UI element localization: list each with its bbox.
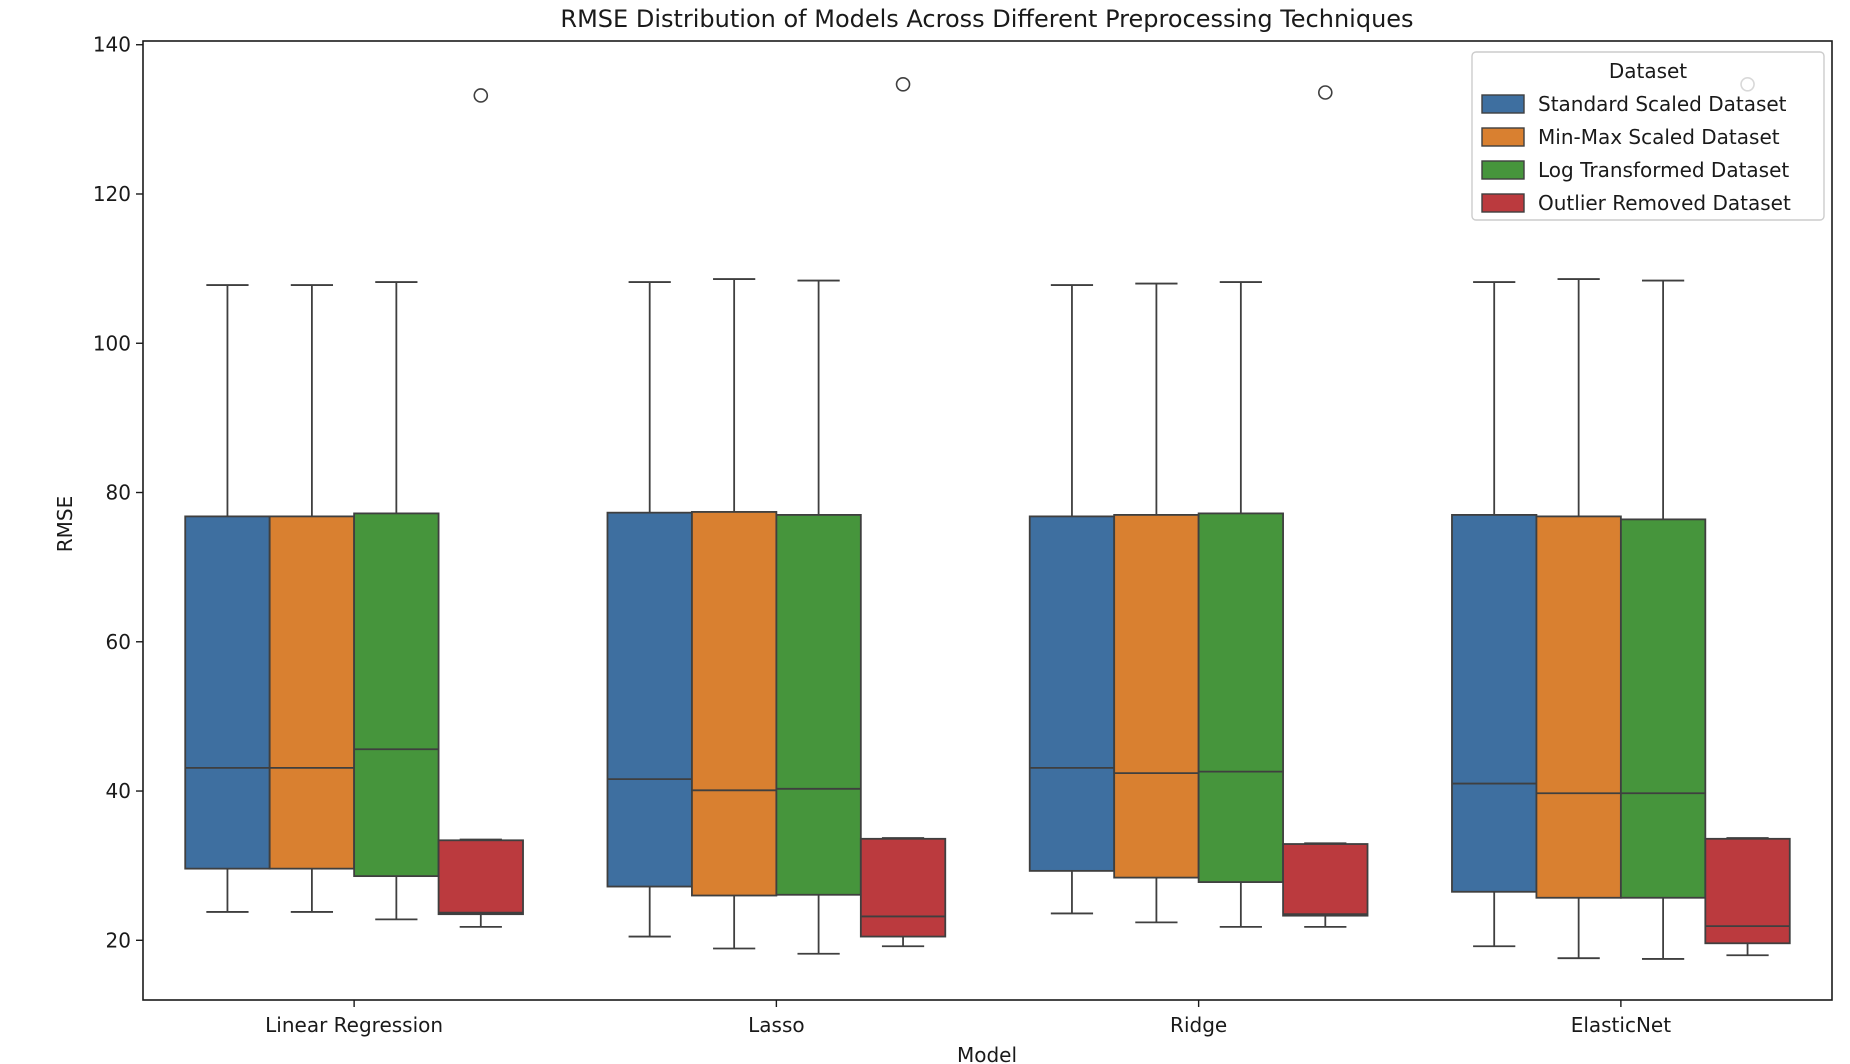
chart-title: RMSE Distribution of Models Across Diffe… <box>560 5 1413 33</box>
plot-area <box>142 40 1833 1001</box>
iqr-box <box>1535 515 1622 899</box>
y-tick-label: 60 <box>106 630 131 654</box>
iqr-box <box>1282 843 1369 917</box>
box-0-3 <box>437 88 524 928</box>
legend-title: Dataset <box>1609 59 1687 83</box>
box-2-0 <box>1028 284 1116 915</box>
iqr-box <box>606 511 693 888</box>
box-2-1 <box>1113 282 1200 924</box>
box-1-1 <box>691 278 778 950</box>
x-axis: Linear Regression Lasso Ridge ElasticNet <box>265 1000 1671 1037</box>
outlier-point <box>895 76 911 92</box>
box-1-3 <box>859 76 947 948</box>
x-axis-label: Model <box>957 1043 1017 1064</box>
box-3-2 <box>1619 279 1707 960</box>
iqr-box <box>691 511 778 897</box>
y-axis-label: RMSE <box>53 496 77 552</box>
legend-swatch <box>1481 160 1525 180</box>
x-tick-label: Linear Regression <box>265 1013 443 1037</box>
iqr-box <box>1619 518 1707 899</box>
iqr-box <box>775 514 862 896</box>
legend-entry-label: Log Transformed Dataset <box>1538 158 1789 182</box>
iqr-box <box>1451 514 1538 893</box>
iqr-box <box>1113 514 1200 879</box>
iqr-box <box>268 515 356 870</box>
outlier-point <box>1318 85 1333 100</box>
y-axis: 20 40 60 80 100 120 140 <box>93 33 143 952</box>
x-tick-label: ElasticNet <box>1571 1013 1672 1037</box>
iqr-box <box>859 837 947 938</box>
y-tick-label: 20 <box>106 928 131 952</box>
legend-swatch <box>1481 94 1525 114</box>
y-tick-label: 140 <box>93 33 131 57</box>
legend-entry-label: Min-Max Scaled Dataset <box>1538 125 1780 149</box>
y-tick-label: 100 <box>93 331 131 355</box>
legend-frame <box>1471 51 1825 221</box>
box-2-3 <box>1282 85 1369 928</box>
legend-swatch <box>1481 193 1525 213</box>
box-0-2 <box>353 281 440 921</box>
iqr-box <box>1028 515 1116 872</box>
box-3-1 <box>1535 278 1622 960</box>
x-tick-label: Ridge <box>1170 1013 1227 1037</box>
y-tick-label: 40 <box>106 779 131 803</box>
legend-swatch <box>1481 127 1525 147</box>
x-tick-label: Lasso <box>748 1013 804 1037</box>
iqr-box <box>1197 512 1284 883</box>
legend: Dataset Standard Scaled Dataset Min-Max Sc… <box>1471 51 1825 221</box>
y-tick-label: 120 <box>93 182 131 206</box>
iqr-box <box>1704 837 1791 945</box>
box-3-3 <box>1704 76 1791 957</box>
legend-entry-label: Outlier Removed Dataset <box>1538 191 1791 215</box>
box-0-0 <box>184 284 271 913</box>
box-0-1 <box>268 284 356 913</box>
box-3-0 <box>1451 281 1538 948</box>
iqr-box <box>184 515 271 870</box>
box-1-2 <box>775 279 862 955</box>
box-1-0 <box>606 281 693 938</box>
iqr-box <box>353 512 440 878</box>
y-tick-label: 80 <box>106 481 131 505</box>
outlier-point <box>473 88 489 103</box>
plot-frame <box>142 40 1833 1001</box>
box-2-2 <box>1197 281 1284 928</box>
legend-entry-label: Standard Scaled Dataset <box>1538 92 1787 116</box>
iqr-box <box>437 839 524 916</box>
